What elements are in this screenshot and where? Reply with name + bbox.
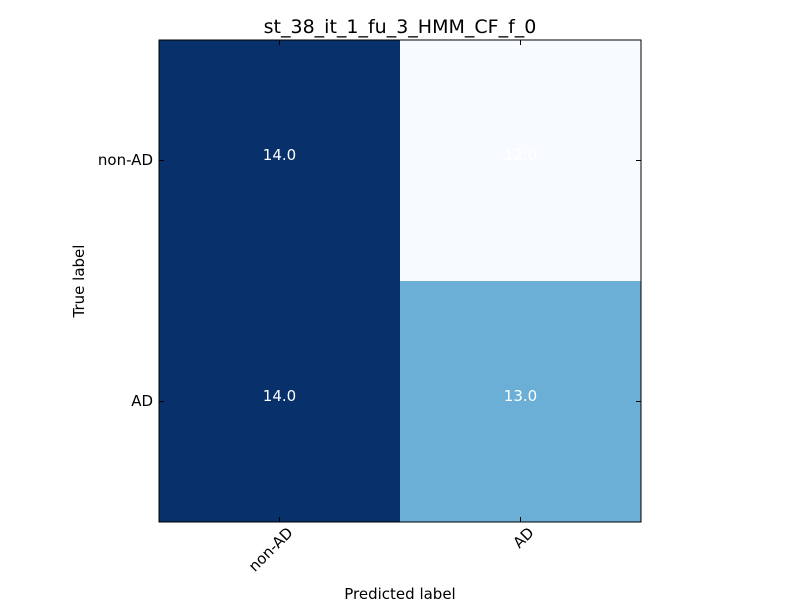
cell-1-0 <box>159 281 400 522</box>
cell-value-label-1-0: 14.0 <box>263 387 296 405</box>
cell-value-label-0-0: 14.0 <box>263 146 296 164</box>
y-axis-label: True label <box>70 245 88 319</box>
cell-value-label-0-1: 12.0 <box>504 146 537 164</box>
cells-layer: 14.0 12.0 14.0 13.0 <box>159 40 641 522</box>
y-tick-label-1: AD <box>131 392 153 410</box>
cell-0-0 <box>159 40 400 281</box>
x-axis-label: Predicted label <box>344 585 455 600</box>
y-tick-label-0: non-AD <box>98 151 153 169</box>
x-tick-label-0: non-AD <box>245 524 297 576</box>
chart-title: st_38_it_1_fu_3_HMM_CF_f_0 <box>264 16 537 38</box>
cell-1-1 <box>400 281 641 522</box>
plot-frame <box>158 39 642 523</box>
cell-value-label-1-1: 13.0 <box>504 387 537 405</box>
cell-0-1 <box>400 40 641 281</box>
x-tick-label-1: AD <box>509 524 537 552</box>
